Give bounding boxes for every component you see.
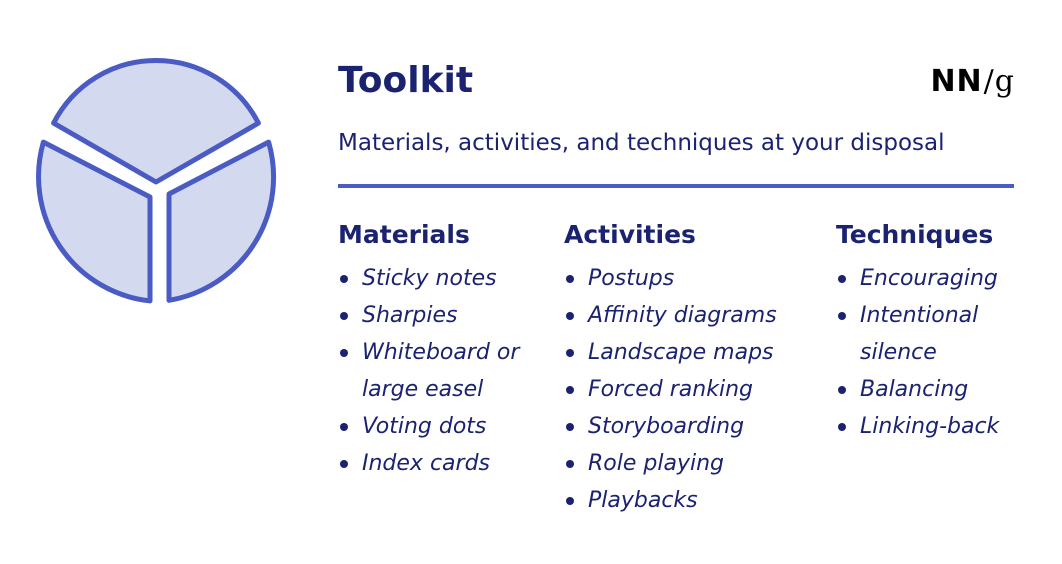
- list-item: Encouraging: [836, 260, 1046, 297]
- bullet-icon: [566, 312, 574, 320]
- bullet-icon: [838, 275, 846, 283]
- bullet-icon: [838, 312, 846, 320]
- list-item: Intentional silence: [836, 297, 1046, 371]
- three-segment-pie-icon: [36, 58, 277, 304]
- list-item-label: Balancing: [860, 377, 969, 402]
- bullet-icon: [566, 497, 574, 505]
- logo-nn: NN: [930, 64, 983, 99]
- bullet-icon: [566, 349, 574, 357]
- list-item-label: Whiteboard or large easel: [362, 340, 520, 402]
- bullet-icon: [340, 460, 348, 468]
- list-item-label: Playbacks: [588, 488, 698, 513]
- list-item-label: Storyboarding: [588, 414, 745, 439]
- column-techniques: Techniques Encouraging Intentional silen…: [836, 216, 1046, 445]
- list-item-label: Sharpies: [362, 303, 458, 328]
- list-item-label: Index cards: [362, 451, 490, 476]
- list-item-label: Linking-back: [860, 414, 1000, 439]
- list-item-label: Forced ranking: [588, 377, 753, 402]
- column-heading-techniques: Techniques: [836, 220, 994, 249]
- logo-g: g: [994, 64, 1014, 99]
- list-item-label: Postups: [588, 266, 675, 291]
- list-item: Landscape maps: [564, 334, 826, 371]
- pie-segment-top: [51, 58, 261, 185]
- bullet-icon: [566, 460, 574, 468]
- list-item-label: Role playing: [588, 451, 724, 476]
- bullet-icon: [340, 423, 348, 431]
- list-item-label: Landscape maps: [588, 340, 774, 365]
- bullet-icon: [838, 423, 846, 431]
- list-item: Forced ranking: [564, 371, 826, 408]
- list-item: Whiteboard or large easel: [338, 334, 554, 408]
- list-item: Playbacks: [564, 482, 826, 519]
- column-heading-materials: Materials: [338, 220, 470, 249]
- list-item: Sticky notes: [338, 260, 554, 297]
- list-item: Linking-back: [836, 408, 1046, 445]
- materials-list: Sticky notes Sharpies Whiteboard or larg…: [338, 260, 554, 482]
- list-item-label: Intentional silence: [860, 303, 979, 365]
- bullet-icon: [566, 423, 574, 431]
- bullet-icon: [566, 386, 574, 394]
- bullet-icon: [566, 275, 574, 283]
- column-heading-activities: Activities: [564, 220, 696, 249]
- pie-segment-left: [36, 139, 153, 304]
- list-item-label: Voting dots: [362, 414, 487, 439]
- list-item: Index cards: [338, 445, 554, 482]
- column-materials: Materials Sticky notes Sharpies Whiteboa…: [338, 216, 554, 482]
- list-item: Postups: [564, 260, 826, 297]
- header-divider: [338, 184, 1014, 188]
- list-item: Affinity diagrams: [564, 297, 826, 334]
- list-item: Sharpies: [338, 297, 554, 334]
- activities-list: Postups Affinity diagrams Landscape maps…: [564, 260, 826, 519]
- list-item-label: Sticky notes: [362, 266, 497, 291]
- list-item: Storyboarding: [564, 408, 826, 445]
- techniques-list: Encouraging Intentional silence Balancin…: [836, 260, 1046, 445]
- list-item: Balancing: [836, 371, 1046, 408]
- bullet-icon: [340, 275, 348, 283]
- page-subtitle: Materials, activities, and techniques at…: [338, 130, 945, 156]
- pie-segment-right: [166, 139, 277, 303]
- bullet-icon: [340, 349, 348, 357]
- logo-slash: /: [983, 64, 994, 99]
- bullet-icon: [340, 312, 348, 320]
- nng-logo: NN/g: [930, 62, 1014, 102]
- list-item-label: Affinity diagrams: [588, 303, 777, 328]
- page-title: Toolkit: [338, 60, 474, 101]
- list-item: Voting dots: [338, 408, 554, 445]
- bullet-icon: [838, 386, 846, 394]
- list-item: Role playing: [564, 445, 826, 482]
- column-activities: Activities Postups Affinity diagrams Lan…: [564, 216, 826, 519]
- list-item-label: Encouraging: [860, 266, 998, 291]
